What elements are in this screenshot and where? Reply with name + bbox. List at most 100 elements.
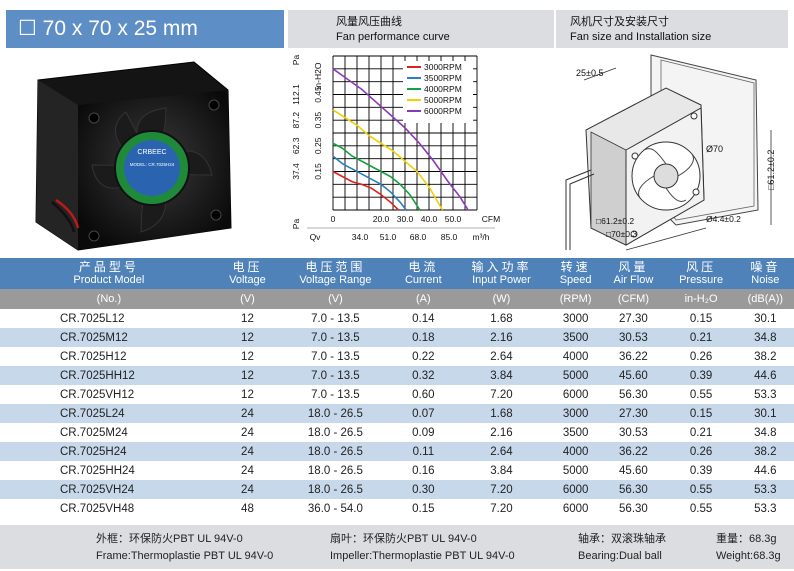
column-header: 风量 Air Flow — [601, 258, 666, 289]
table-cell: 0.14 — [393, 309, 453, 328]
table-cell: 36.22 — [601, 442, 666, 461]
table-cell: 0.30 — [393, 480, 453, 499]
dim-hole-label: Ø4.4±0.2 — [706, 214, 741, 224]
m3h-unit-label: m³/h — [473, 232, 490, 242]
table-cell: 18.0 - 26.5 — [277, 423, 394, 442]
legend-box — [403, 61, 473, 123]
table-cell: 36.0 - 54.0 — [277, 499, 394, 518]
model-cell: CR.7025L12 — [0, 309, 218, 328]
model-cell: CR.7025M24 — [0, 423, 218, 442]
table-cell: 38.2 — [736, 442, 794, 461]
table-cell: 36.22 — [601, 347, 666, 366]
m3h-tick-label: 85.0 — [441, 232, 458, 242]
table-cell: 3.84 — [452, 461, 550, 480]
x-tick-label: 20.0 — [373, 214, 390, 224]
table-cell: 4000 — [549, 347, 602, 366]
material-footer: 外框：环保防火PBT UL 94V-0 Frame:Thermoplastie … — [0, 525, 794, 569]
column-header-cn: 风量 — [618, 260, 649, 274]
column-header: 产品型号 Product Model — [0, 258, 218, 289]
page-title-bar: ☐ 70 x 70 x 25 mm — [6, 10, 284, 48]
column-header: 风压 Pressure — [665, 258, 737, 289]
spec-table: 产品型号 Product Model 电压 Voltage 电压范围 Voltage Ra… — [0, 258, 794, 518]
y-axis-label-pa: Pa — [291, 55, 301, 66]
table-cell: 3500 — [549, 423, 602, 442]
table-cell: 5000 — [549, 461, 602, 480]
column-header-en: Air Flow — [613, 274, 654, 286]
table-row: CR.7025L12 12 7.0 - 13.5 0.14 1.68 3000 27.30 0… — [0, 309, 794, 328]
table-cell: 7.0 - 13.5 — [277, 309, 394, 328]
curve-header-cn: 风量风压曲线 — [336, 16, 402, 28]
table-cell: 18.0 - 26.5 — [277, 480, 394, 499]
spec-table-body: CR.7025L12 12 7.0 - 13.5 0.14 1.68 3000 27.30 0… — [0, 309, 794, 518]
size-header-en: Fan size and Installation size — [570, 31, 712, 43]
table-row: CR.7025M24 24 18.0 - 26.5 0.09 2.16 3500 30.53… — [0, 423, 794, 442]
unit-cell: (V) — [277, 289, 394, 309]
footer-frame-cn: 外框：环保防火PBT UL 94V-0 — [96, 533, 243, 545]
unit-cell: (dB(A)) — [736, 289, 794, 309]
legend-label: 5000RPM — [424, 95, 462, 105]
table-cell: 0.26 — [665, 347, 737, 366]
checkbox-icon: ☐ — [18, 17, 37, 40]
column-header-cn: 电压范围 — [305, 260, 366, 274]
table-cell: 7.0 - 13.5 — [277, 385, 394, 404]
table-cell: 0.32 — [393, 366, 453, 385]
table-cell: 7.0 - 13.5 — [277, 366, 394, 385]
table-cell: 0.22 — [393, 347, 453, 366]
legend-label: 6000RPM — [424, 106, 462, 116]
dim-outer-side-label: □61.2±0.2 — [766, 150, 776, 190]
column-header-en: Input Power — [472, 274, 531, 286]
table-row: CR.7025L24 24 18.0 - 26.5 0.07 1.68 3000 27.30… — [0, 404, 794, 423]
column-header-en: Voltage Range — [299, 274, 372, 286]
table-cell: 30.53 — [601, 328, 666, 347]
table-cell: 2.64 — [452, 442, 550, 461]
column-header-en: Product Model — [73, 274, 145, 286]
table-cell: 3.84 — [452, 366, 550, 385]
x-tick-label: 50.0 — [445, 214, 462, 224]
series-line-3000rpm — [332, 170, 400, 211]
unit-cell: (V) — [217, 289, 278, 309]
dim-bottom1-label: □61.2±0.2 — [596, 216, 634, 226]
curve-header-en: Fan performance curve — [336, 31, 450, 43]
table-cell: 0.26 — [665, 442, 737, 461]
curve-section-header: 风量风压曲线 Fan performance curve — [288, 10, 554, 48]
series-line-6000rpm — [332, 68, 469, 211]
table-cell: 0.55 — [665, 480, 737, 499]
table-cell: 45.60 — [601, 366, 666, 385]
table-row: CR.7025M12 12 7.0 - 13.5 0.18 2.16 3500 30.53 0… — [0, 328, 794, 347]
m3h-tick-label: 68.0 — [410, 232, 427, 242]
model-cell: CR.7025M12 — [0, 328, 218, 347]
table-cell: 12 — [217, 309, 278, 328]
table-cell: 18.0 - 26.5 — [277, 404, 394, 423]
column-header-en: Current — [404, 274, 442, 286]
table-cell: 45.60 — [601, 461, 666, 480]
table-cell: 38.2 — [736, 347, 794, 366]
model-cell: CR.7025H12 — [0, 347, 218, 366]
x-tick-label: 40.0 — [421, 214, 438, 224]
column-header-en: Voltage — [229, 274, 266, 286]
table-cell: 0.21 — [665, 328, 737, 347]
footer-impeller-en: Impeller:Thermoplastie PBT UL 94V-0 — [330, 550, 515, 562]
y-tick-label-pa: 87.2 — [291, 112, 301, 129]
column-header: 电压范围 Voltage Range — [277, 258, 394, 289]
table-cell: 1.68 — [452, 309, 550, 328]
table-cell: 53.3 — [736, 480, 794, 499]
table-cell: 2.16 — [452, 328, 550, 347]
legend-label: 4000RPM — [424, 84, 462, 94]
table-cell: 24 — [217, 442, 278, 461]
series-line-4000rpm — [332, 142, 421, 211]
table-cell: 34.8 — [736, 328, 794, 347]
table-cell: 56.30 — [601, 385, 666, 404]
chart-series-group — [332, 68, 469, 211]
y-tick-label-pa: 62.3 — [291, 137, 301, 154]
spec-table-head: 产品型号 Product Model 电压 Voltage 电压范围 Voltage Ra… — [0, 258, 794, 309]
table-cell: 0.15 — [665, 404, 737, 423]
table-cell: 30.1 — [736, 309, 794, 328]
unit-cell: (CFM) — [601, 289, 666, 309]
column-header: 噪音 Noise — [736, 258, 794, 289]
table-row: CR.7025HH24 24 18.0 - 26.5 0.16 3.84 5000 45.6… — [0, 461, 794, 480]
pressure-label-bottom: Pa — [291, 219, 301, 230]
table-cell: 12 — [217, 328, 278, 347]
table-cell: 0.55 — [665, 385, 737, 404]
